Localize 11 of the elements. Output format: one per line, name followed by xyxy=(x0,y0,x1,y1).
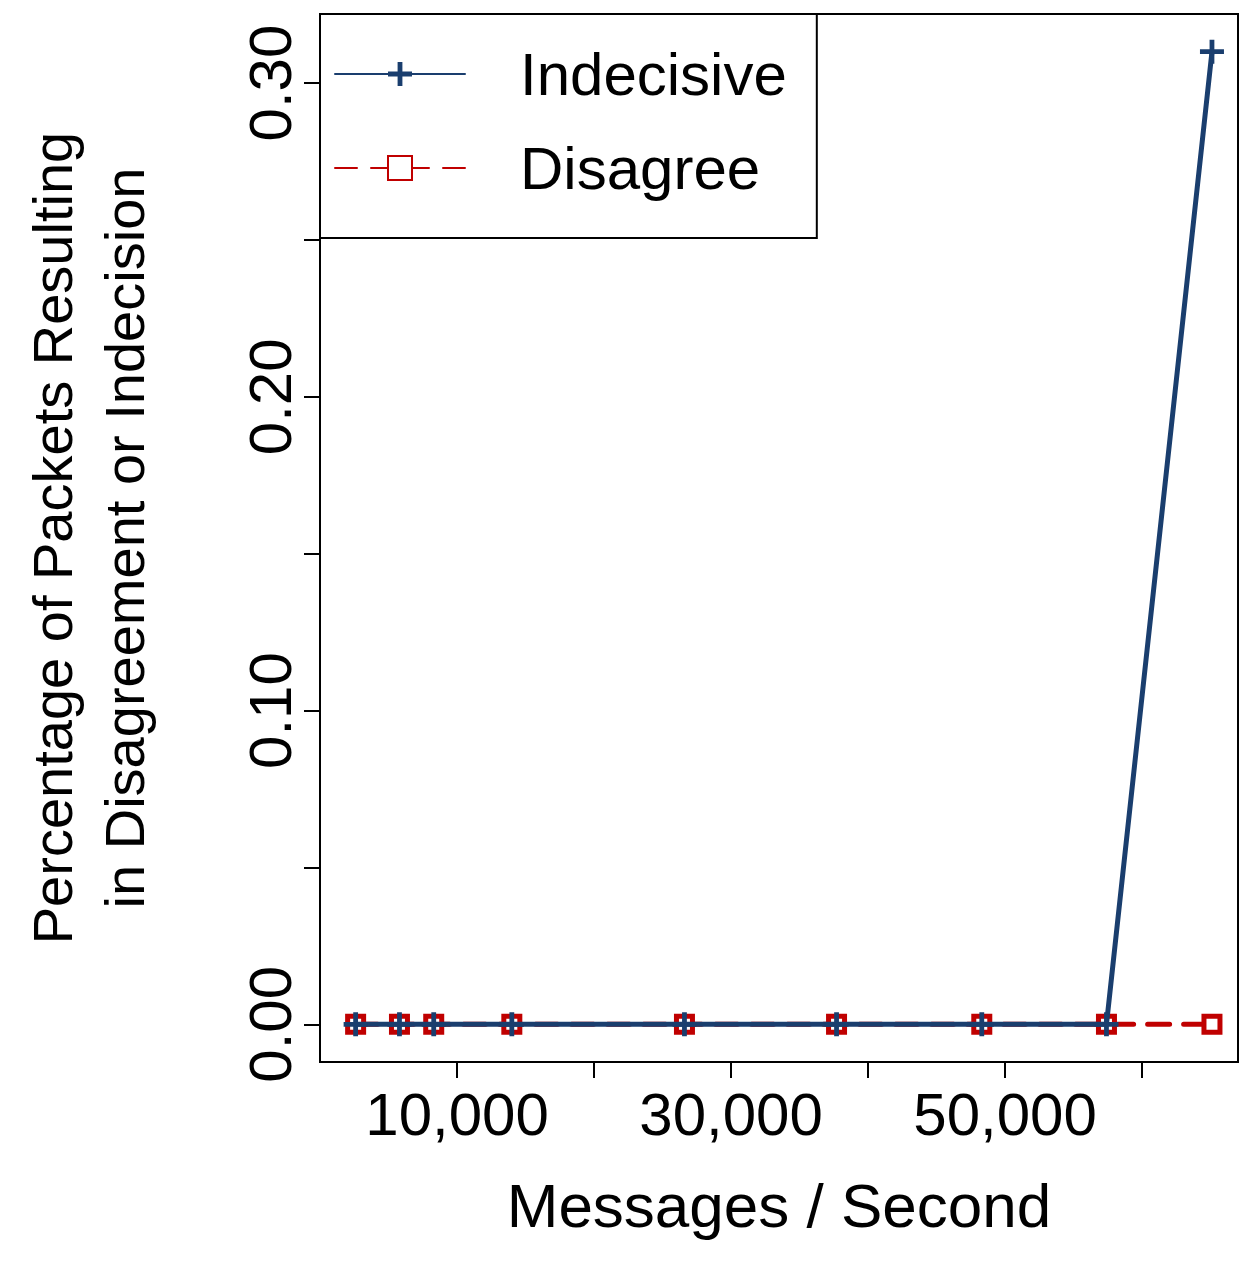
y-tick-label: 0.00 xyxy=(236,965,304,1083)
x-tick-label: 50,000 xyxy=(913,1080,1097,1148)
legend-label: Disagree xyxy=(520,134,761,202)
x-tick-label: 30,000 xyxy=(639,1080,823,1148)
x-axis-title: Messages / Second xyxy=(506,1170,1052,1240)
y-axis-title: Percentage of Packets Resulting in Disagreement or Indecision xyxy=(20,131,156,945)
y-tick-label: 0.20 xyxy=(236,338,304,456)
x-tick-label: 10,000 xyxy=(365,1080,549,1148)
y-tick-label: 0.10 xyxy=(236,652,304,769)
y-tick-label: 0.30 xyxy=(236,24,304,142)
legend-label: Indecisive xyxy=(520,40,787,108)
